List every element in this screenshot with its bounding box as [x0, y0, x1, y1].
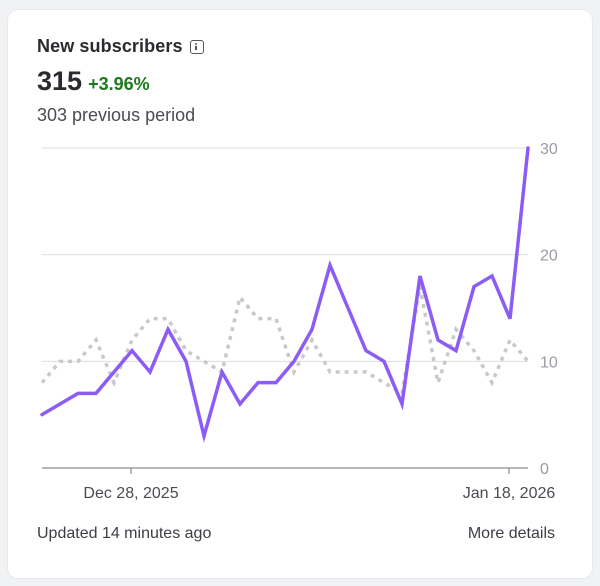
y-tick-label: 20 [540, 248, 558, 265]
previous-period-label: 303 previous period [37, 105, 196, 125]
x-tick-label: Dec 28, 2025 [83, 485, 178, 502]
card-title: New subscribers [37, 36, 183, 56]
subscribers-card: New subscribers 315 +3.96% 303 previous … [8, 10, 592, 578]
metric-row: 315 +3.96% [37, 66, 150, 97]
x-tick-label: Jan 18, 2026 [463, 485, 556, 502]
y-tick-label: 30 [540, 141, 558, 158]
x-axis: Dec 28, 2025 Jan 18, 2026 [42, 467, 556, 502]
metric-change: +3.96% [88, 74, 150, 94]
metric-value: 315 [37, 66, 83, 96]
more-details-link[interactable]: More details [467, 525, 555, 542]
y-tick-label: 10 [540, 354, 558, 371]
current-period-line [40, 146, 530, 443]
y-axis-labels: 0 10 20 30 [540, 141, 558, 478]
info-icon[interactable] [189, 39, 204, 54]
updated-timestamp: Updated 14 minutes ago [37, 525, 212, 542]
card-header: New subscribers [37, 36, 204, 57]
y-tick-label: 0 [540, 461, 549, 478]
previous-period-line [40, 286, 530, 397]
